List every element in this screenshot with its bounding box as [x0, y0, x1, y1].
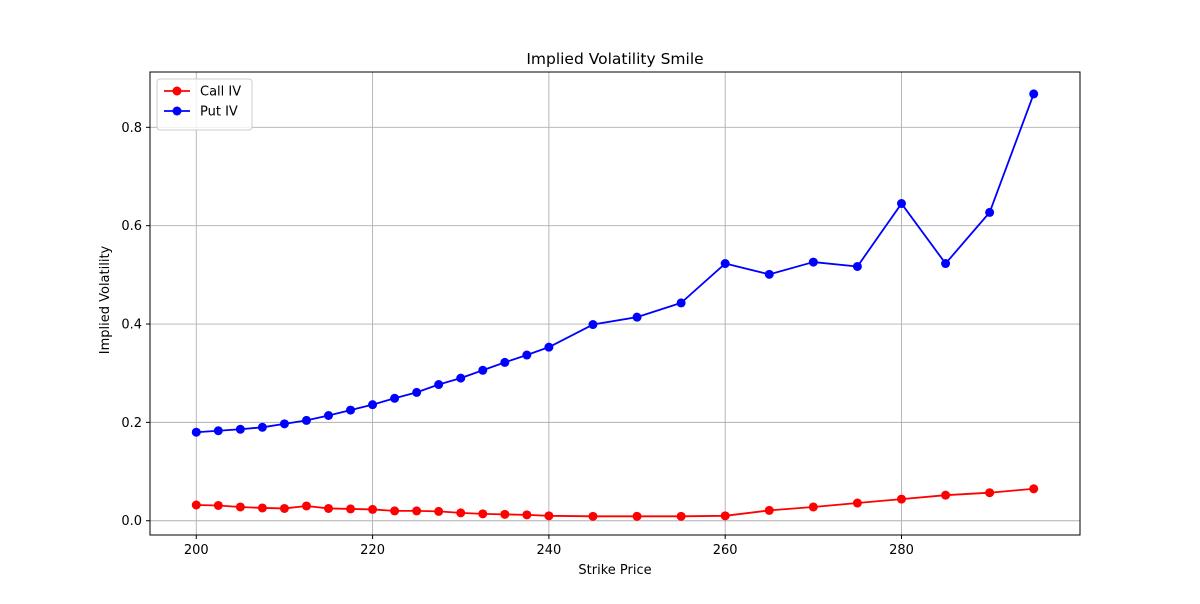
data-point-call-iv — [257, 503, 267, 513]
legend-marker-put-iv — [172, 106, 182, 116]
data-point-call-iv — [544, 511, 554, 521]
data-point-put-iv — [412, 387, 422, 397]
data-point-put-iv — [301, 415, 311, 425]
data-point-call-iv — [588, 511, 598, 521]
data-point-call-iv — [412, 506, 422, 516]
data-point-call-iv — [500, 509, 510, 519]
data-point-call-iv — [1029, 484, 1039, 494]
x-tick-label: 260 — [713, 543, 738, 558]
grid-lines — [150, 72, 1080, 535]
data-point-put-iv — [544, 342, 554, 352]
data-point-call-iv — [676, 511, 686, 521]
data-point-put-iv — [588, 320, 598, 330]
data-point-put-iv — [896, 199, 906, 209]
data-point-put-iv — [985, 207, 995, 217]
data-point-call-iv — [368, 504, 378, 514]
data-point-put-iv — [478, 365, 488, 375]
y-tick-label: 0.2 — [121, 416, 142, 431]
data-point-put-iv — [257, 422, 267, 432]
data-point-put-iv — [368, 400, 378, 410]
data-point-call-iv — [941, 490, 951, 500]
data-point-put-iv — [346, 405, 356, 415]
data-point-put-iv — [500, 357, 510, 367]
data-point-put-iv — [941, 259, 951, 269]
data-point-put-iv — [213, 426, 223, 436]
data-point-call-iv — [522, 510, 532, 520]
data-point-call-iv — [279, 503, 289, 513]
data-point-call-iv — [764, 505, 774, 515]
data-point-call-iv — [808, 502, 818, 512]
data-point-call-iv — [346, 504, 356, 514]
y-axis-title: Implied Volatility — [98, 245, 113, 354]
data-point-put-iv — [434, 380, 444, 390]
data-point-call-iv — [213, 500, 223, 510]
data-point-put-iv — [324, 411, 334, 421]
data-point-put-iv — [808, 257, 818, 267]
y-tick-label: 0.8 — [121, 121, 142, 136]
x-axis-title: Strike Price — [578, 563, 651, 578]
data-point-call-iv — [852, 498, 862, 508]
data-point-put-iv — [852, 261, 862, 271]
data-point-call-iv — [632, 511, 642, 521]
plot-frame — [149, 71, 1081, 536]
data-point-call-iv — [235, 502, 245, 512]
series-line-put-iv — [196, 93, 1035, 434]
legend: Call IV Put IV — [156, 78, 253, 131]
axes: 200 220 240 260 280 0.0 0.2 0.4 0.6 0.8 — [121, 71, 1081, 558]
data-point-call-iv — [478, 509, 488, 519]
legend-label-call-iv: Call IV — [200, 85, 241, 100]
y-tick-label: 0.0 — [121, 514, 142, 529]
data-point-call-iv — [456, 508, 466, 518]
series-group — [191, 89, 1039, 521]
data-point-put-iv — [632, 312, 642, 322]
legend-label-put-iv: Put IV — [200, 105, 238, 120]
data-point-put-iv — [191, 427, 201, 437]
data-point-call-iv — [985, 488, 995, 498]
chart-title: Implied Volatility Smile — [526, 50, 703, 68]
y-tick-label: 0.6 — [121, 219, 142, 234]
data-point-call-iv — [390, 506, 400, 516]
x-tick-label: 220 — [360, 543, 385, 558]
data-point-put-iv — [764, 269, 774, 279]
data-point-call-iv — [896, 494, 906, 504]
data-point-put-iv — [720, 259, 730, 269]
data-point-put-iv — [522, 350, 532, 360]
data-point-put-iv — [1029, 89, 1039, 99]
x-tick-label: 200 — [184, 543, 209, 558]
data-point-call-iv — [720, 511, 730, 521]
data-point-put-iv — [390, 393, 400, 403]
y-tick-label: 0.4 — [121, 318, 142, 333]
data-point-put-iv — [456, 373, 466, 383]
data-point-put-iv — [279, 419, 289, 429]
data-point-call-iv — [191, 500, 201, 510]
data-point-put-iv — [676, 298, 686, 308]
data-point-call-iv — [434, 506, 444, 516]
data-point-call-iv — [301, 501, 311, 511]
x-tick-label: 240 — [536, 543, 561, 558]
x-tick-label: 280 — [889, 543, 914, 558]
legend-marker-call-iv — [172, 86, 182, 96]
series-line-call-iv — [196, 487, 1034, 518]
data-point-put-iv — [235, 424, 245, 434]
data-point-call-iv — [324, 503, 334, 513]
